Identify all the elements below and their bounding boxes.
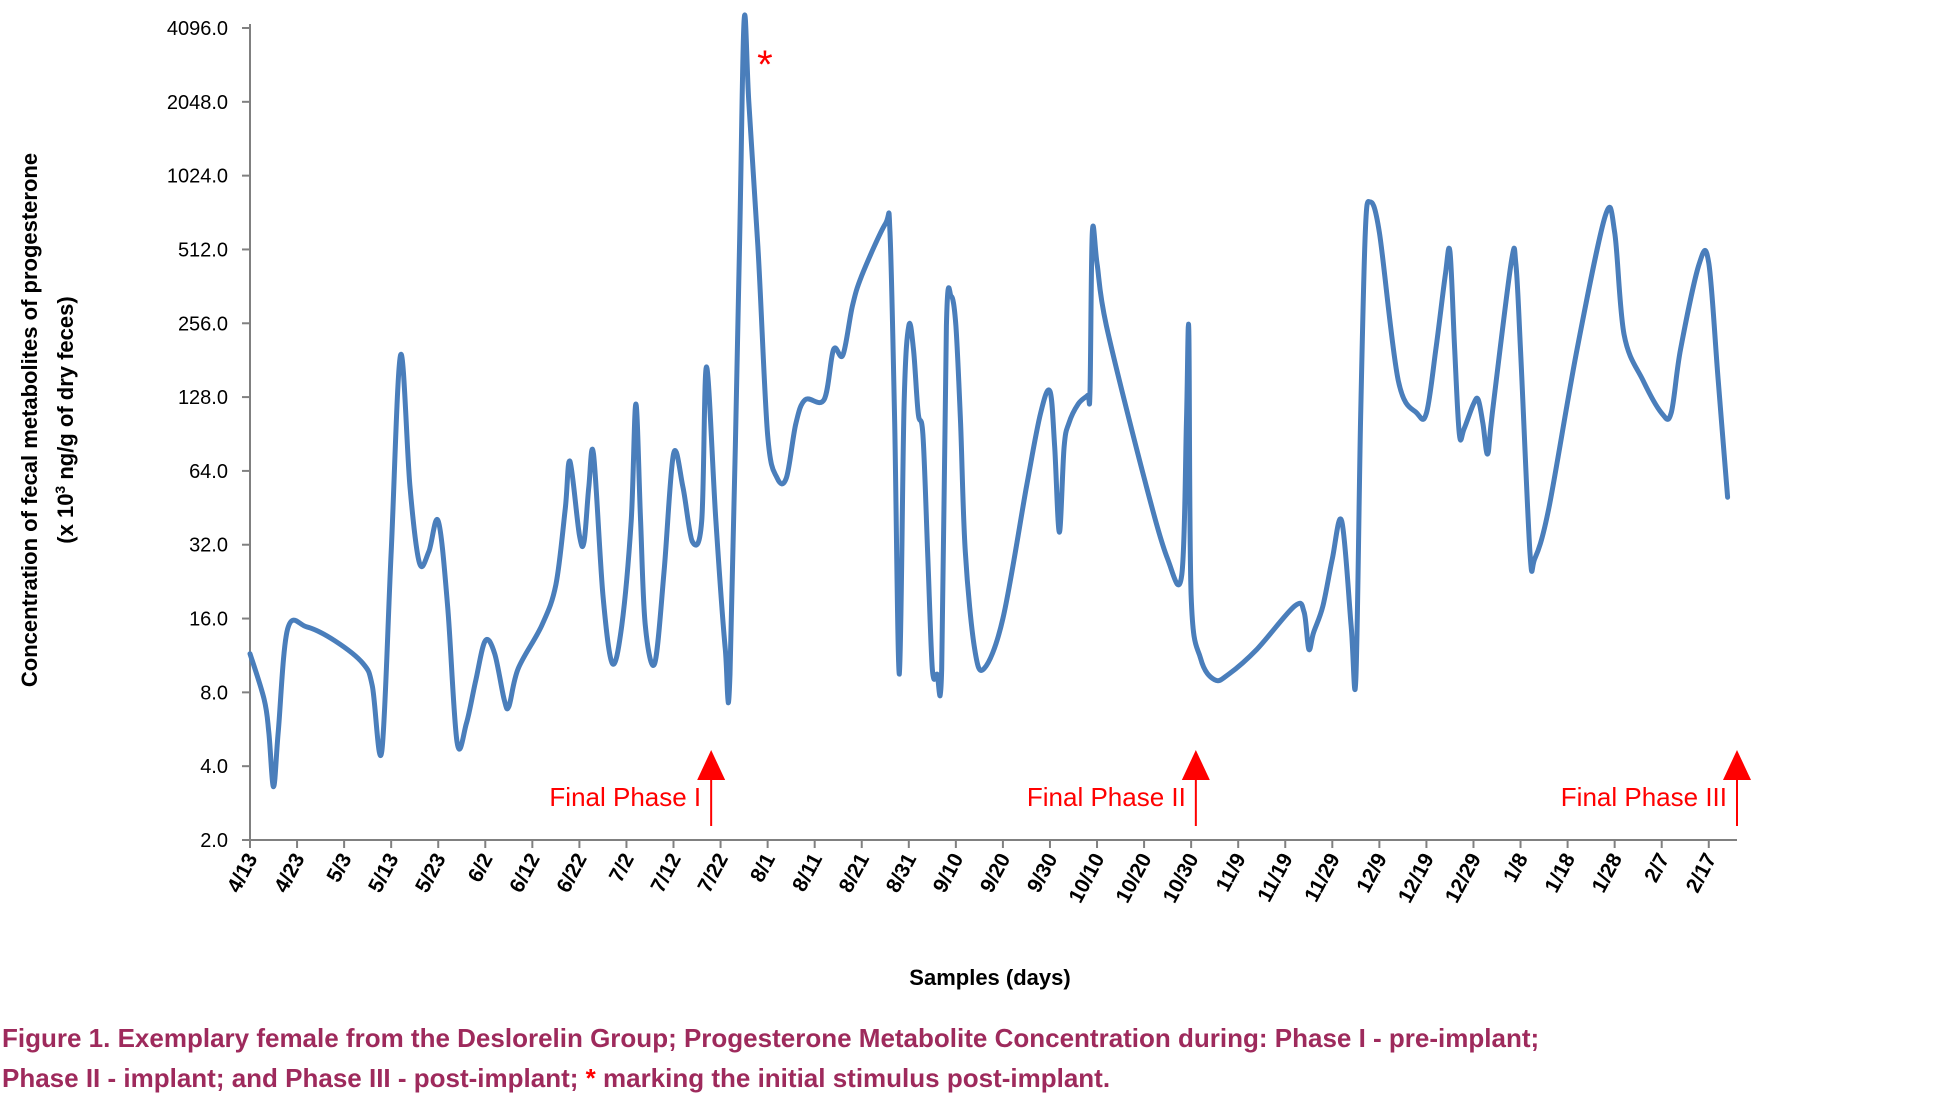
x-tick-label: 7/22 [693, 850, 732, 897]
x-tick-label: 7/12 [646, 850, 685, 897]
y-tick-label: 8.0 [200, 682, 228, 704]
phase-arrow-head [1181, 750, 1210, 780]
phase-annotation: Final Phase II [1027, 750, 1210, 826]
caption-star: * [585, 1063, 596, 1093]
x-tick-label: 5/3 [323, 850, 357, 887]
x-tick-label: 5/13 [364, 850, 403, 897]
x-tick-label: 1/8 [1499, 849, 1533, 886]
x-tick-label: 8/11 [788, 849, 827, 895]
phase-annotation: Final Phase III [1561, 750, 1751, 826]
y-tick-label: 64.0 [189, 461, 228, 483]
y-axis-title-line2-pre: (x 10 [53, 494, 78, 544]
y-tick-label: 4.0 [200, 756, 228, 778]
x-tick-label: 5/23 [411, 850, 450, 897]
figure-caption-line2: Phase II - implant; and Phase III - post… [2, 1058, 1942, 1098]
x-tick-label: 8/21 [835, 849, 875, 896]
x-tick-label: 8/1 [746, 849, 780, 886]
caption-line2-pre: Phase II - implant; and Phase III - post… [2, 1063, 586, 1093]
y-tick-label: 1024.0 [167, 166, 228, 188]
x-tick-label: 12/29 [1441, 850, 1486, 907]
y-axis-title-line2: (x 103 ng/g of dry feces) [52, 296, 78, 543]
y-tick-label: 2.0 [200, 830, 228, 852]
x-tick-label: 9/20 [976, 850, 1015, 897]
x-tick-label: 6/12 [505, 850, 544, 897]
y-tick-label: 256.0 [178, 313, 228, 335]
x-tick-label: 12/19 [1394, 850, 1439, 907]
phase-arrow-head [1723, 750, 1751, 780]
x-tick-label: 10/20 [1112, 850, 1157, 907]
x-axis-title: Samples (days) [909, 965, 1070, 990]
x-tick-label: 11/19 [1253, 850, 1297, 906]
y-tick-label: 4096.0 [167, 18, 228, 40]
x-tick-label: 9/10 [929, 850, 968, 897]
y-tick-label: 2048.0 [167, 92, 228, 114]
stimulus-marker-asterisk: * [757, 43, 773, 87]
phase-annotation: Final Phase I [549, 750, 726, 826]
x-tick-label: 10/30 [1159, 850, 1204, 907]
phase-annotations: Final Phase I Final Phase II Final Phase I… [549, 750, 1751, 826]
y-axis-title-line1: Concentration of fecal metabolites of pr… [17, 153, 42, 687]
y-tick-label: 512.0 [178, 239, 228, 261]
x-tick-label: 2/7 [1640, 850, 1674, 887]
x-tick-label: 2/17 [1682, 850, 1721, 897]
x-tick-label: 1/18 [1541, 849, 1581, 896]
y-axis-title-line2-post: ng/g of dry feces) [53, 296, 78, 485]
y-axis-ticks: 2.0 4.0 8.0 16.0 32.0 64.0 128.0 256.0 512.0 1024… [167, 18, 250, 852]
x-tick-label: 4/13 [223, 850, 262, 897]
y-tick-label: 32.0 [189, 535, 228, 557]
caption-line2-post: marking the initial stimulus post-implan… [595, 1063, 1111, 1093]
x-tick-label: 4/23 [270, 850, 309, 897]
y-tick-label: 128.0 [178, 387, 228, 409]
x-tick-label: 10/10 [1064, 850, 1109, 907]
x-tick-label: 8/31 [882, 849, 922, 896]
x-tick-label: 6/22 [552, 850, 591, 897]
x-tick-label: 9/30 [1023, 850, 1062, 897]
x-tick-label: 12/9 [1352, 850, 1391, 897]
y-axis-title-superscript: 3 [52, 486, 68, 494]
x-tick-label: 1/28 [1588, 849, 1628, 896]
series-line-progesterone [247, 12, 1731, 790]
x-tick-label: 6/2 [464, 850, 498, 887]
y-tick-label: 16.0 [189, 609, 228, 631]
phase-annotation-label: Final Phase III [1561, 782, 1727, 812]
figure-caption-line1: Figure 1. Exemplary female from the Desl… [2, 1023, 1540, 1053]
axes [249, 24, 1737, 841]
x-tick-label: 11/29 [1300, 850, 1344, 906]
x-tick-label: 7/2 [605, 850, 639, 887]
x-axis-ticks: 4/13 4/23 5/3 5/13 5/23 6/2 6/12 6/22 7/2 7/12 7/2… [223, 840, 1721, 907]
x-tick-label: 11/9 [1212, 850, 1251, 896]
phase-annotation-label: Final Phase II [1027, 782, 1186, 812]
phase-arrow-head [697, 750, 726, 780]
phase-annotation-label: Final Phase I [549, 782, 701, 812]
